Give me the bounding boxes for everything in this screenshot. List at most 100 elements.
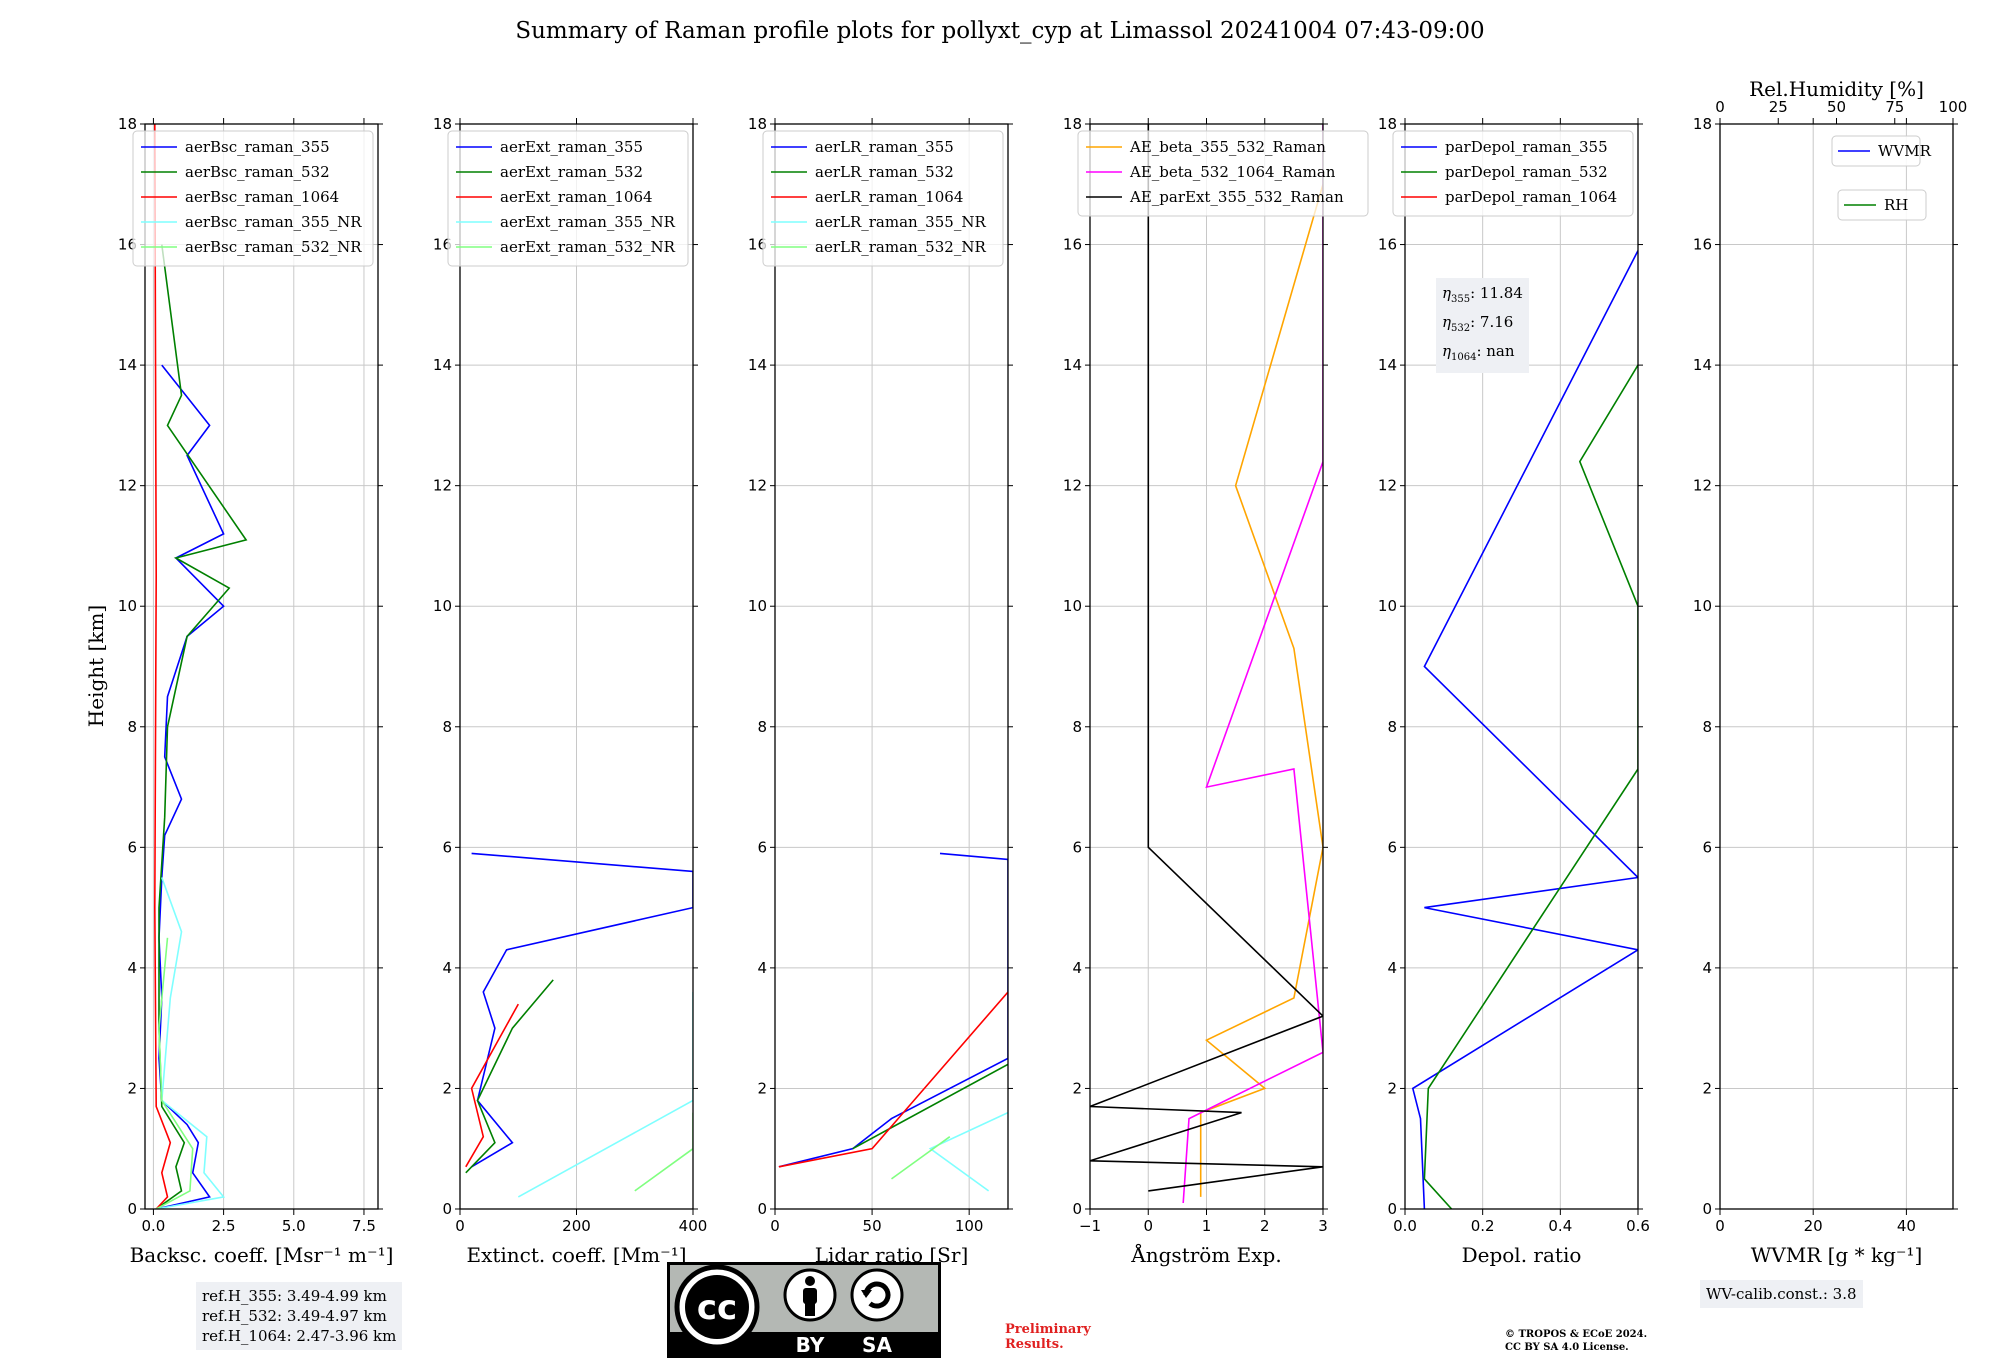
y-tick-label: 16 (748, 236, 767, 254)
x-tick-label: 3 (1318, 1217, 1328, 1235)
y-tick-label: 10 (748, 597, 767, 615)
series-aerExt_raman_532_NR (634, 1112, 693, 1192)
series-aerExt_raman_1064 (465, 1003, 519, 1168)
y-tick-label: 12 (1063, 477, 1082, 495)
y-tick-label: 18 (748, 115, 767, 133)
series-parDepol_raman_532 (1423, 364, 1638, 1209)
eta-box: η355: 11.84 η532: 7.16 η1064: nan (1436, 278, 1529, 373)
x-tick-label: 5.0 (282, 1217, 306, 1235)
panel-wv: 0 20 40 0 2 4 6 8 10 12 14 16 18 WVMR [g * kg⁻¹] 0 25 50… (1693, 77, 1967, 1267)
legend-label: parDepol_raman_355 (1445, 138, 1608, 156)
y-tick-label: 2 (1387, 1079, 1397, 1097)
legend-box (1831, 135, 1921, 167)
series-AE_beta_532_1064_Raman (1182, 124, 1323, 1204)
y-tick-label: 8 (442, 718, 452, 736)
legend-label: aerLR_raman_532 (815, 163, 954, 181)
ref-height-532: ref.H_532: 3.49-4.97 km (202, 1307, 387, 1325)
legend-label: parDepol_raman_1064 (1445, 188, 1617, 206)
x-tick-label: 100 (955, 1217, 984, 1235)
series-aerLR_raman_1064 (778, 991, 1008, 1168)
top-tick-label: 25 (1769, 98, 1788, 116)
y-tick-label: 0 (1702, 1200, 1712, 1218)
legend-label: aerLR_raman_1064 (815, 188, 963, 206)
y-tick-label: 10 (1693, 597, 1712, 615)
y-tick-label: 16 (1378, 236, 1397, 254)
series-aerExt_raman_532 (465, 979, 554, 1174)
x-tick-label: 20 (1804, 1217, 1823, 1235)
x-tick-label: 0.0 (141, 1217, 165, 1235)
y-tick-label: 8 (127, 718, 137, 736)
x-tick-label: 2.5 (212, 1217, 236, 1235)
y-tick-label: 0 (442, 1200, 452, 1218)
legend-label: aerBsc_raman_355 (185, 138, 330, 156)
x-tick-label: 2 (1260, 1217, 1270, 1235)
panel-bsc: 0.0 2.5 5.0 7.5 0 2 4 6 8 10 12 14 16 18 Backsc. coeff… (84, 115, 393, 1267)
y-tick-label: 12 (433, 477, 452, 495)
x-tick-label: 0 (770, 1217, 780, 1235)
legend-box (447, 130, 689, 267)
cc-text: cc (697, 1288, 737, 1328)
legend-label: WVMR (1878, 142, 1932, 160)
x-tick-label: 0.4 (1548, 1217, 1572, 1235)
legend-label: aerLR_raman_355 (815, 138, 954, 156)
y-tick-label: 2 (442, 1079, 452, 1097)
y-tick-label: 18 (433, 115, 452, 133)
legend-label: AE_parExt_355_532_Raman (1129, 188, 1344, 206)
series-aerBsc_raman_532_NR (155, 937, 194, 1209)
x-axis-label: Depol. ratio (1462, 1243, 1582, 1267)
panel-ext: 0 200 400 0 2 4 6 8 10 12 14 16 18 Extinct. coeff. [M… (433, 115, 707, 1267)
series-aerLR_raman_532 (852, 1063, 1008, 1150)
x-tick-label: 0.2 (1471, 1217, 1495, 1235)
by-text: BY (796, 1333, 825, 1357)
y-tick-label: 8 (1387, 718, 1397, 736)
ref-height-1064: ref.H_1064: 2.47-3.96 km (202, 1327, 397, 1345)
y-tick-label: 12 (1378, 477, 1397, 495)
y-tick-label: 2 (757, 1079, 767, 1097)
copyright-note: © TROPOS & ECoE 2024. CC BY SA 4.0 Licens… (1505, 1329, 1648, 1353)
y-tick-label: 10 (1378, 597, 1397, 615)
y-tick-label: 8 (1072, 718, 1082, 736)
cc-license-icon: cc BY SA (667, 1262, 941, 1358)
y-tick-label: 0 (127, 1200, 137, 1218)
x-tick-label: 1 (1202, 1217, 1212, 1235)
legend-label: aerBsc_raman_532 (185, 163, 330, 181)
y-tick-label: 10 (118, 597, 137, 615)
y-axis-label: Height [km] (84, 605, 108, 727)
series-aerBsc_raman_355_NR (156, 877, 226, 1209)
legend-box (1392, 130, 1634, 217)
y-tick-label: 10 (1063, 597, 1082, 615)
legend-label: aerBsc_raman_532_NR (185, 238, 362, 256)
y-tick-label: 14 (1693, 356, 1712, 374)
legend-label: parDepol_raman_532 (1445, 163, 1608, 181)
y-tick-label: 18 (118, 115, 137, 133)
series-aerLR_raman_355 (778, 852, 1008, 1168)
x-tick-label: 50 (863, 1217, 882, 1235)
y-tick-label: 16 (433, 236, 452, 254)
cc-by-sa-license-badge[interactable]: cc BY SA (667, 1262, 941, 1358)
series-aerLR_raman_355_NR (928, 1111, 1008, 1192)
legend-label: aerExt_raman_355 (500, 138, 643, 156)
legend-label: AE_beta_532_1064_Raman (1129, 163, 1336, 181)
y-tick-label: 6 (1387, 838, 1397, 856)
figure-title: Summary of Raman profile plots for polly… (515, 18, 1485, 44)
x-axis-label: Ångström Exp. (1130, 1242, 1281, 1267)
x-tick-label: 0.0 (1393, 1217, 1417, 1235)
legend-label: aerExt_raman_1064 (500, 188, 653, 206)
y-tick-label: 18 (1693, 115, 1712, 133)
series-aerBsc_raman_532 (155, 244, 248, 1209)
x-axis-label: Backsc. coeff. [Msr⁻¹ m⁻¹] (130, 1243, 394, 1267)
series-aerBsc_raman_1064 (153, 124, 172, 1209)
y-tick-label: 12 (118, 477, 137, 495)
y-tick-label: 14 (1378, 356, 1397, 374)
legend-label: aerLR_raman_532_NR (815, 238, 986, 256)
y-tick-label: 18 (1378, 115, 1397, 133)
series-aerExt_raman_355 (471, 852, 693, 1168)
y-tick-label: 0 (1072, 1200, 1082, 1218)
y-tick-label: 6 (1072, 838, 1082, 856)
legend-box (762, 130, 1004, 267)
series-AE_beta_355_532_Raman (1199, 184, 1323, 1197)
axes-frame (774, 123, 1009, 1210)
x-tick-label: 7.5 (352, 1217, 376, 1235)
y-tick-label: 4 (1072, 959, 1082, 977)
